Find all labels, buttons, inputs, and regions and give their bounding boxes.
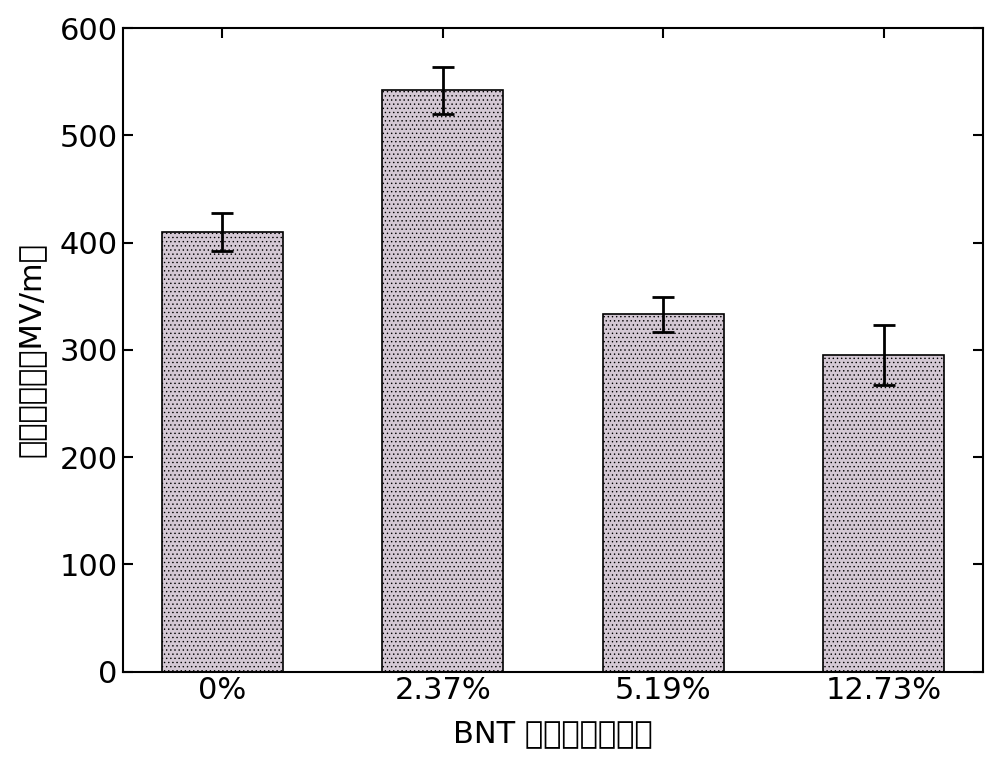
Y-axis label: 抗击穿电场（MV/m）: 抗击穿电场（MV/m） (17, 243, 46, 457)
Bar (162, 232, 283, 672)
X-axis label: BNT 纳米线体积分数: BNT 纳米线体积分数 (453, 719, 653, 748)
Bar (823, 355, 944, 672)
Bar (382, 90, 503, 672)
Bar (603, 314, 724, 672)
